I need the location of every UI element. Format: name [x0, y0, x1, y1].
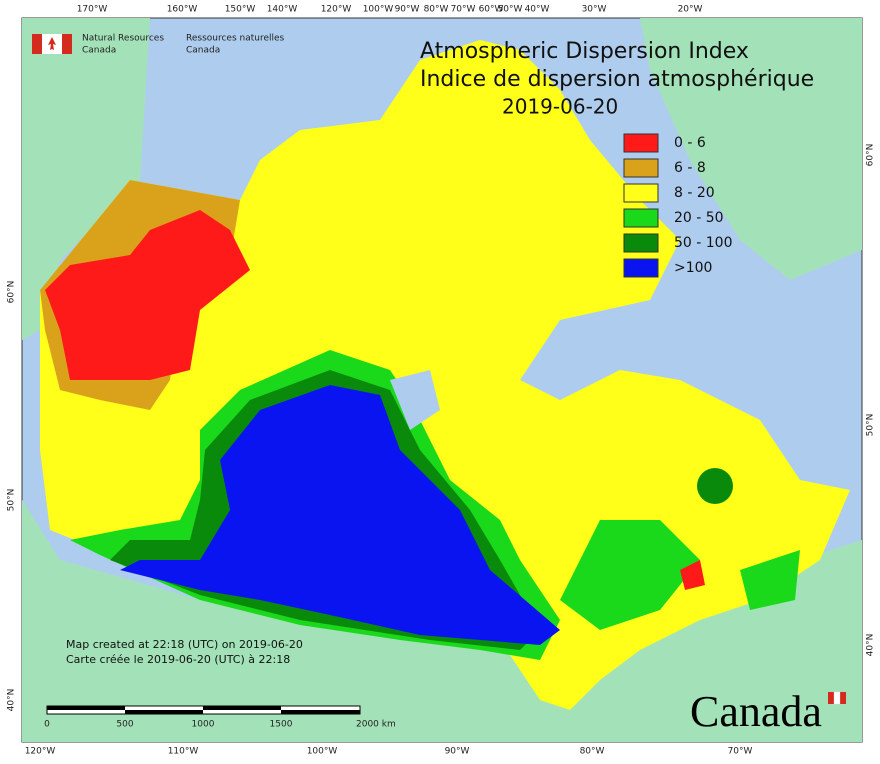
legend-swatch	[623, 133, 659, 153]
legend-label: 6 - 8	[674, 160, 706, 176]
title: Atmospheric Dispersion Index	[420, 39, 749, 64]
legend-swatch	[623, 258, 659, 278]
scale-label: 1500	[270, 720, 293, 730]
latitude-label: 40°N	[7, 689, 17, 712]
title: Indice de dispersion atmosphérique	[420, 67, 814, 92]
longitude-label: 20°W	[678, 5, 703, 15]
longitude-label: 30°W	[582, 5, 607, 15]
longitude-label: 120°W	[321, 5, 352, 15]
legend-label: 8 - 20	[674, 185, 715, 201]
longitude-label: 110°W	[168, 747, 199, 757]
legend-swatch	[623, 183, 659, 203]
latitude-label: 40°N	[866, 634, 876, 657]
scale-label: 500	[116, 720, 133, 730]
legend-swatch	[623, 233, 659, 253]
logo	[32, 34, 72, 54]
canada-flag	[828, 691, 846, 705]
footer-note: Map created at 22:18 (UTC) on 2019-06-20	[66, 638, 303, 651]
longitude-label: 150°W	[225, 5, 256, 15]
longitude-label: 120°W	[25, 747, 56, 757]
latitude-label: 60°N	[866, 144, 876, 167]
latitude-label: 50°N	[866, 414, 876, 437]
longitude-label: 80°W	[424, 5, 449, 15]
logo-text: Canada	[82, 46, 116, 56]
scale-label: 0	[44, 720, 50, 730]
logo-text: Canada	[186, 46, 220, 56]
longitude-label: 70°W	[451, 5, 476, 15]
longitude-label: 90°W	[395, 5, 420, 15]
legend-label: 20 - 50	[674, 210, 724, 226]
longitude-label: 100°W	[307, 747, 338, 757]
longitude-label: 160°W	[167, 5, 198, 15]
longitude-label: 170°W	[77, 5, 108, 15]
scale-label: 2000 km	[356, 720, 396, 730]
legend-swatch	[623, 158, 659, 178]
legend-label: 50 - 100	[674, 235, 733, 251]
longitude-label: 100°W	[363, 5, 394, 15]
scale-label: 1000	[192, 720, 215, 730]
longitude-label: 50°W	[498, 5, 523, 15]
legend-swatch	[623, 208, 659, 228]
longitude-label: 40°W	[525, 5, 550, 15]
logo-text: Natural Resources	[82, 34, 164, 44]
longitude-label: 140°W	[267, 5, 298, 15]
longitude-label: 60°W	[479, 5, 504, 15]
legend-label: >100	[674, 260, 712, 276]
longitude-label: 70°W	[728, 747, 753, 757]
wordmark: Canada	[690, 687, 822, 736]
land	[22, 18, 862, 742]
latitude-label: 50°N	[7, 489, 17, 512]
title-date: 2019-06-20	[502, 95, 618, 119]
legend-label: 0 - 6	[674, 135, 706, 151]
longitude-label: 90°W	[445, 747, 470, 757]
logo-text: Ressources naturelles	[186, 34, 285, 44]
scale-bar	[46, 705, 361, 715]
footer-note: Carte créée le 2019-06-20 (UTC) à 22:18	[66, 653, 290, 666]
longitude-label: 80°W	[580, 747, 605, 757]
latitude-label: 60°N	[7, 281, 17, 304]
